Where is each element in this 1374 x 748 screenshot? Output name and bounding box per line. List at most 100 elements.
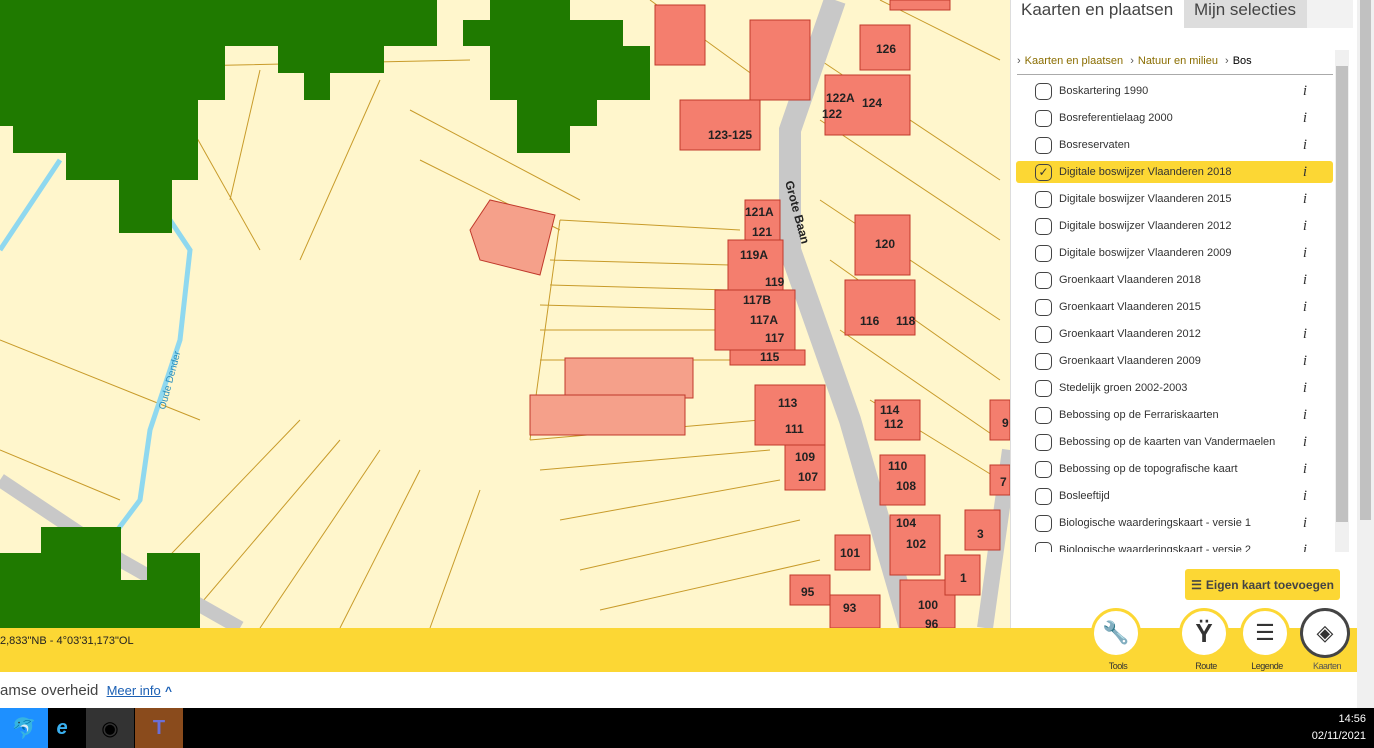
layer-item[interactable]: Digitale boswijzer Vlaanderen 2015 i [1016, 188, 1333, 210]
layer-checkbox[interactable] [1035, 433, 1052, 451]
info-icon[interactable]: i [1302, 217, 1307, 234]
layer-label: Bosreferentielaag 2000 [1059, 112, 1173, 124]
info-icon[interactable]: i [1302, 271, 1307, 288]
add-own-map-button[interactable]: ☰ Eigen kaart toevoegen [1185, 569, 1340, 600]
house-number: 116 [860, 314, 880, 328]
layer-item[interactable]: Boskartering 1990 i [1016, 80, 1333, 102]
house-number: 95 [801, 585, 815, 599]
system-clock[interactable]: 14:56 02/11/2021 [1312, 711, 1366, 745]
layer-checkbox[interactable] [1035, 190, 1052, 208]
chrome-icon[interactable]: ◉ [86, 708, 134, 748]
layer-checkbox[interactable] [1035, 109, 1052, 127]
info-icon[interactable]: i [1302, 487, 1307, 504]
layer-item[interactable]: ✓ Digitale boswijzer Vlaanderen 2018 i [1016, 161, 1333, 183]
house-number: 9 [1002, 416, 1009, 430]
maps-button[interactable]: ◈ [1300, 608, 1350, 658]
layers-plus-icon: ☰ [1191, 577, 1202, 592]
tab-kaarten-en-plaatsen[interactable]: Kaarten en plaatsen [1021, 0, 1174, 19]
layer-item[interactable]: Biologische waarderingskaart - versie 2 i [1016, 539, 1333, 552]
house-number: 118 [896, 314, 916, 328]
dolphin-app-icon[interactable]: 🐬 [0, 708, 48, 748]
breadcrumb-kaarten-en-plaatsen[interactable]: Kaarten en plaatsen [1024, 55, 1124, 67]
chevron-right-icon: › [1017, 55, 1021, 67]
house-number: 102 [906, 537, 926, 551]
river-oude-dender [0, 158, 193, 542]
layer-checkbox[interactable] [1035, 487, 1052, 505]
layer-label: Groenkaart Vlaanderen 2009 [1059, 355, 1201, 367]
layer-checkbox[interactable] [1035, 82, 1052, 100]
layer-label: Digitale boswijzer Vlaanderen 2015 [1059, 193, 1232, 205]
layer-label: Bebossing op de topografische kaart [1059, 463, 1238, 475]
layer-item[interactable]: Groenkaart Vlaanderen 2009 i [1016, 350, 1333, 372]
layer-item[interactable]: Bebossing op de kaarten van Vandermaelen… [1016, 431, 1333, 453]
info-icon[interactable]: i [1302, 136, 1307, 153]
layer-checkbox[interactable] [1035, 244, 1052, 262]
info-icon[interactable]: i [1302, 514, 1307, 531]
layer-item[interactable]: Bosleeftijd i [1016, 485, 1333, 507]
route-icon: Ϋ [1195, 617, 1213, 648]
info-icon[interactable]: i [1302, 298, 1307, 315]
internet-explorer-icon[interactable]: e [56, 716, 68, 739]
route-button[interactable]: Ϋ [1179, 608, 1229, 658]
layer-checkbox[interactable] [1035, 298, 1052, 316]
layer-item[interactable]: Digitale boswijzer Vlaanderen 2009 i [1016, 242, 1333, 264]
layer-checkbox[interactable] [1035, 460, 1052, 478]
teams-icon[interactable]: T [135, 708, 183, 748]
breadcrumb-natuur-en-milieu[interactable]: Natuur en milieu [1137, 55, 1218, 67]
list-icon: ☰ [1255, 620, 1275, 645]
info-icon[interactable]: i [1302, 541, 1307, 553]
layer-label: Groenkaart Vlaanderen 2018 [1059, 274, 1201, 286]
layer-checkbox[interactable] [1035, 352, 1052, 370]
layer-item[interactable]: Bosreservaten i [1016, 134, 1333, 156]
info-icon[interactable]: i [1302, 325, 1307, 342]
layer-item[interactable]: Groenkaart Vlaanderen 2012 i [1016, 323, 1333, 345]
layer-item[interactable]: Bebossing op de topografische kaart i [1016, 458, 1333, 480]
layer-label: Stedelijk groen 2002-2003 [1059, 382, 1188, 394]
chevron-up-icon[interactable]: ^ [164, 684, 172, 698]
map-svg[interactable]: Grote Baan Oude Dender 128126122A1221241… [0, 0, 1010, 628]
house-number: 110 [888, 459, 908, 473]
info-icon[interactable]: i [1302, 406, 1307, 423]
info-icon[interactable]: i [1302, 352, 1307, 369]
layer-item[interactable]: Stedelijk groen 2002-2003 i [1016, 377, 1333, 399]
layer-checkbox[interactable] [1035, 325, 1052, 343]
info-icon[interactable]: i [1302, 190, 1307, 207]
house-number: 96 [925, 617, 939, 628]
layer-item[interactable]: Bebossing op de Ferrariskaarten i [1016, 404, 1333, 426]
layer-checkbox[interactable] [1035, 271, 1052, 289]
layer-checkbox[interactable] [1035, 514, 1052, 532]
info-icon[interactable]: i [1302, 82, 1307, 99]
layer-item[interactable]: Biologische waarderingskaart - versie 1 i [1016, 512, 1333, 534]
info-icon[interactable]: i [1302, 379, 1307, 396]
legend-button[interactable]: ☰ [1240, 608, 1290, 658]
layer-item[interactable]: Groenkaart Vlaanderen 2018 i [1016, 269, 1333, 291]
maps-label: Kaarten [1312, 661, 1342, 671]
layers-panel: Kaarten en plaatsen Mijn selecties › Kaar… [1010, 0, 1357, 628]
chevron-right-icon: › [1225, 55, 1229, 67]
map-canvas[interactable]: Grote Baan Oude Dender 128126122A1221241… [0, 0, 1010, 628]
layer-checkbox[interactable] [1035, 541, 1052, 552]
buildings [654, 0, 1010, 628]
layer-item[interactable]: Bosreferentielaag 2000 i [1016, 107, 1333, 129]
layer-checkbox[interactable] [1035, 217, 1052, 235]
layer-checkbox[interactable] [1035, 136, 1052, 154]
layer-list-scroll-thumb[interactable] [1336, 66, 1348, 522]
info-icon[interactable]: i [1302, 163, 1307, 180]
house-number: 124 [862, 96, 882, 110]
info-icon[interactable]: i [1302, 109, 1307, 126]
info-icon[interactable]: i [1302, 460, 1307, 477]
info-icon[interactable]: i [1302, 244, 1307, 261]
layer-item[interactable]: Digitale boswijzer Vlaanderen 2012 i [1016, 215, 1333, 237]
river-label: Oude Dender [157, 349, 183, 410]
tools-button[interactable]: 🔧 [1091, 608, 1141, 658]
house-number-labels: 128 126 122A 122 124 123-125 121A 121 119A 119 117… [708, 0, 1009, 628]
layer-checkbox[interactable]: ✓ [1035, 163, 1052, 181]
page-scroll-thumb[interactable] [1360, 0, 1371, 520]
layer-item[interactable]: Groenkaart Vlaanderen 2015 i [1016, 296, 1333, 318]
tab-mijn-selecties[interactable]: Mijn selecties [1184, 0, 1307, 28]
info-icon[interactable]: i [1302, 433, 1307, 450]
layer-checkbox[interactable] [1035, 379, 1052, 397]
layer-checkbox[interactable] [1035, 406, 1052, 424]
house-number: 120 [875, 237, 895, 251]
more-info-link[interactable]: Meer info [106, 683, 161, 698]
